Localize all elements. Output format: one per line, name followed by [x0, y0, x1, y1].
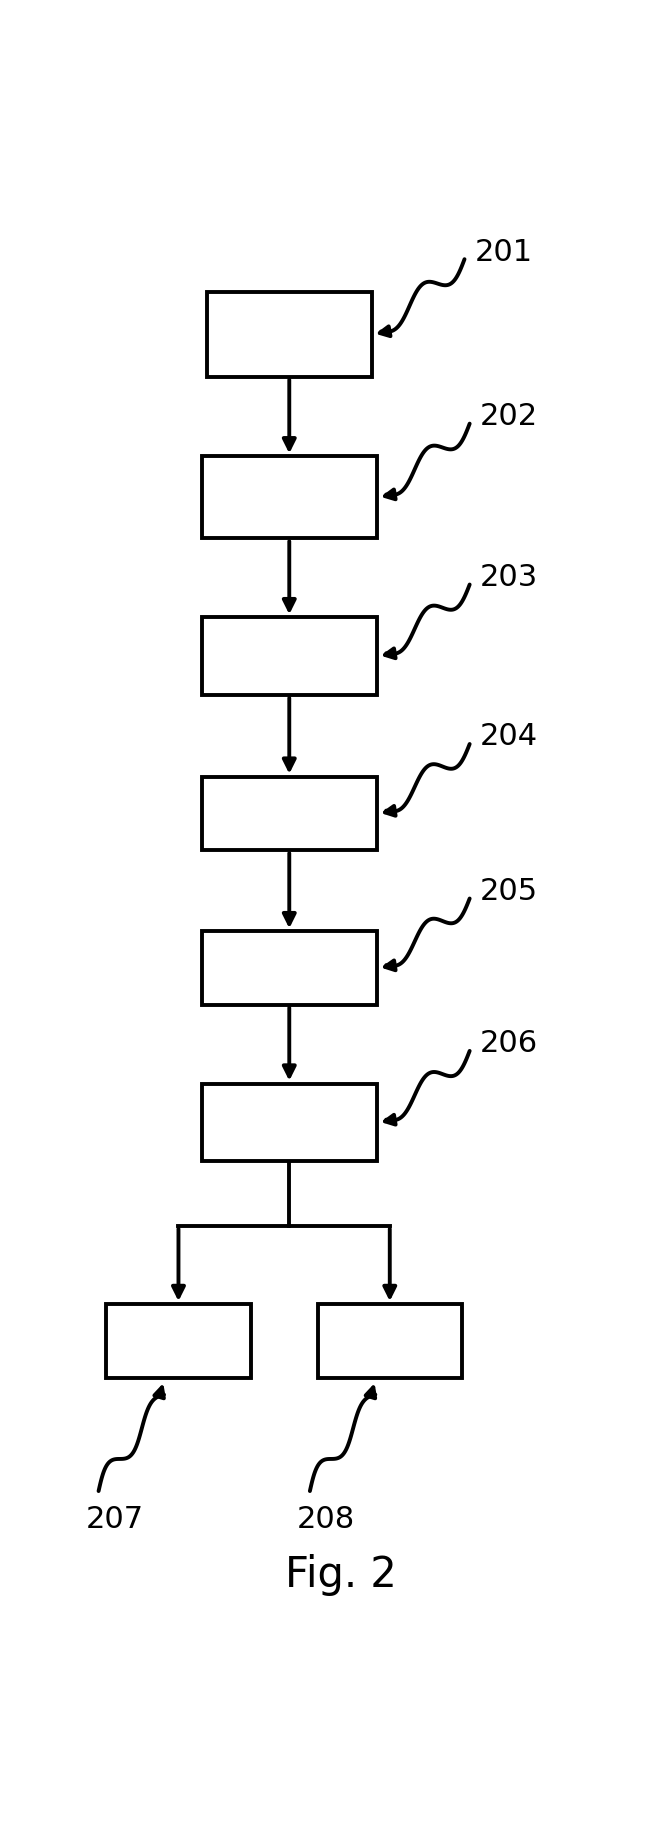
- Text: 203: 203: [480, 563, 538, 593]
- Text: 208: 208: [297, 1506, 355, 1534]
- Bar: [201, 457, 377, 538]
- Bar: [106, 1303, 251, 1377]
- Bar: [201, 777, 377, 851]
- Bar: [207, 293, 372, 377]
- Text: 206: 206: [480, 1029, 538, 1059]
- Bar: [201, 617, 377, 696]
- Text: 202: 202: [480, 401, 538, 431]
- Text: 201: 201: [475, 237, 533, 267]
- Bar: [318, 1303, 462, 1377]
- Bar: [201, 1084, 377, 1162]
- Bar: [201, 932, 377, 1005]
- Text: 205: 205: [480, 876, 538, 906]
- Text: 207: 207: [86, 1506, 144, 1534]
- Text: 204: 204: [480, 722, 538, 751]
- Text: Fig. 2: Fig. 2: [285, 1554, 397, 1596]
